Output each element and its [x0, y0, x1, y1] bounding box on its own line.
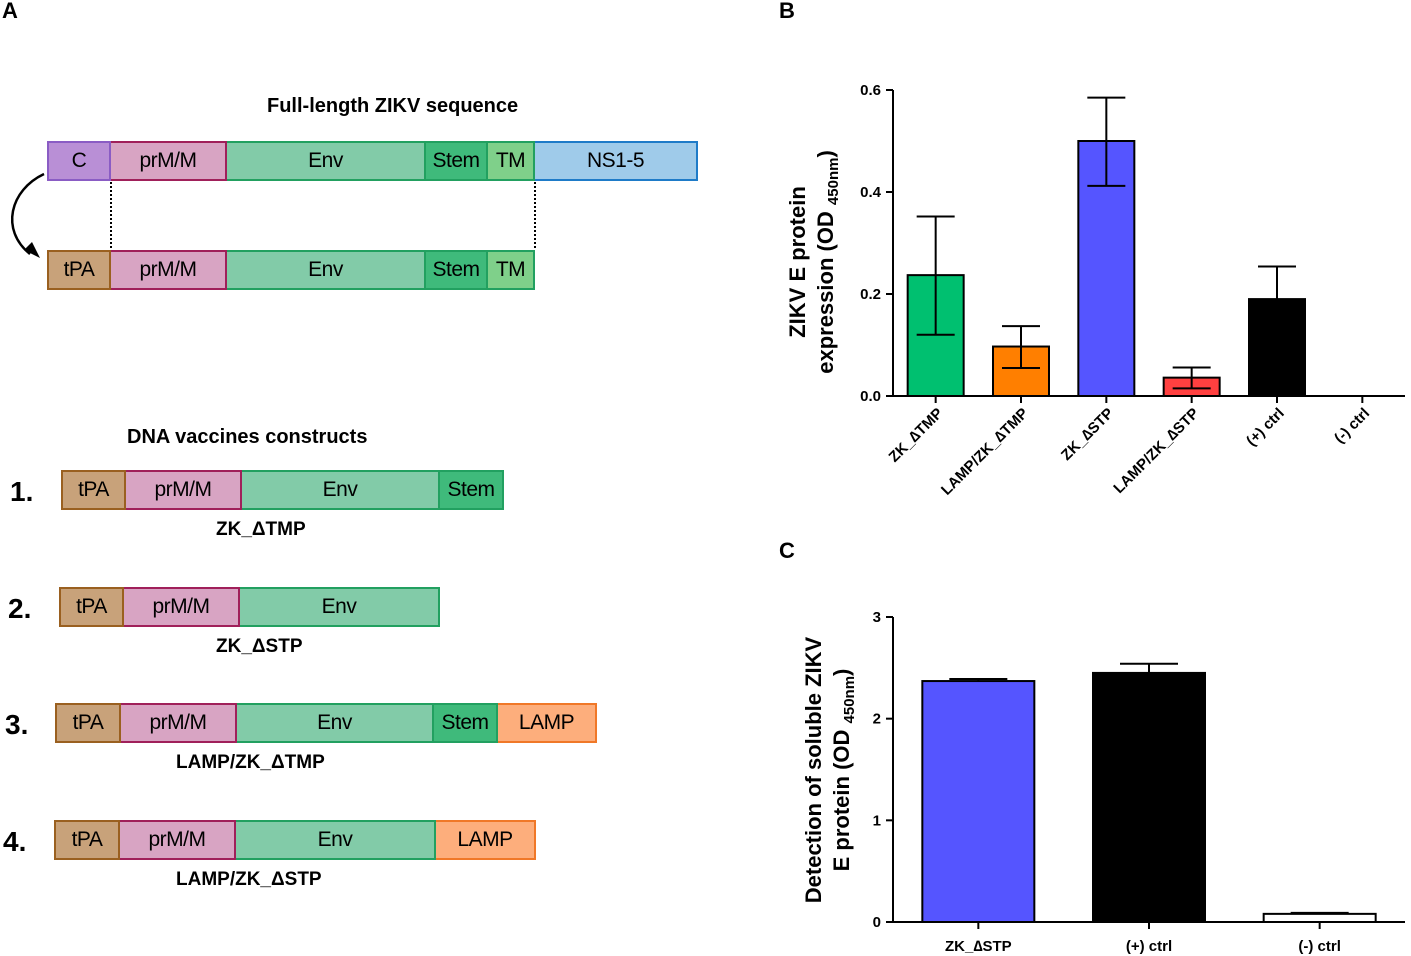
dotted-guide-right	[534, 182, 536, 248]
segment-prm-m: prM/M	[124, 587, 240, 627]
segment-env: Env	[227, 141, 426, 181]
construct-number: 4.	[3, 826, 27, 857]
segment-tm: TM	[488, 250, 535, 290]
y-axis-label-line1: Detection of soluble ZIKV	[801, 636, 826, 903]
construct-number: 2.	[8, 593, 32, 624]
segment-stem: Stem	[440, 470, 504, 510]
panel-letter-b: B	[779, 0, 795, 23]
segment-stem: Stem	[426, 250, 488, 290]
segment-stem: Stem	[426, 141, 488, 181]
segment-env: Env	[227, 250, 426, 290]
y-axis-label: ZIKV E protein expression (OD 450nm)	[785, 150, 842, 374]
y-axis-label-subscript: 450nm	[841, 676, 858, 724]
segment-env: Env	[242, 470, 440, 510]
full-length-title: Full-length ZIKV sequence	[267, 95, 519, 117]
segment-c: C	[47, 141, 111, 181]
y-axis-label-prefix: expression (OD	[813, 205, 838, 374]
y-axis-label-subscript: 450nm	[825, 158, 842, 206]
panel-letter-c: C	[779, 538, 795, 563]
segment-prm-m: prM/M	[111, 250, 227, 290]
x-tick-label: ZK_∆STP	[945, 938, 1012, 955]
segment-tm: TM	[488, 141, 535, 181]
y-axis-label-line1: ZIKV E protein	[785, 186, 810, 338]
y-axis-label-line2: E protein (OD 450nm)	[829, 669, 858, 872]
construct-name: ZK_ΔSTP	[216, 636, 303, 657]
y-axis-label-suffix: )	[829, 669, 854, 676]
segment-lamp: LAMP	[436, 820, 536, 860]
bar	[921, 680, 1036, 923]
construct-number: 1.	[10, 476, 34, 507]
segment-tpa: tPA	[55, 703, 121, 743]
y-tick-label: 0	[873, 914, 881, 931]
tpa-full-length-map: tPA prM/M Env Stem TM	[47, 250, 535, 290]
y-axis-label-prefix: E protein (OD	[829, 723, 854, 871]
segment-prm-m: prM/M	[121, 703, 237, 743]
x-tick-label: (-) ctrl	[1298, 938, 1341, 955]
construct-number: 3.	[5, 709, 29, 740]
y-tick-label: 3	[873, 609, 881, 626]
y-axis-label-line2: expression (OD 450nm)	[813, 150, 842, 374]
segment-tpa: tPA	[54, 820, 120, 860]
segment-tpa: tPA	[47, 250, 111, 290]
y-axis-label-suffix: )	[813, 150, 838, 157]
panel-letter-a: A	[2, 0, 18, 23]
y-tick-label: 2	[873, 711, 881, 728]
x-tick-label: (+) ctrl	[1126, 938, 1172, 955]
segment-env: Env	[240, 587, 440, 627]
segment-ns1-5: NS1-5	[535, 141, 698, 181]
y-tick-label: 0.0	[860, 388, 881, 405]
segment-tpa: tPA	[59, 587, 124, 627]
segment-stem: Stem	[434, 703, 498, 743]
construct-map: tPA prM/M Env LAMP	[54, 820, 536, 860]
y-tick-label: 0.4	[860, 184, 882, 201]
bar	[1262, 912, 1377, 923]
segment-env: Env	[236, 820, 436, 860]
constructs-title: DNA vaccines constructs	[127, 426, 368, 448]
segment-prm-m: prM/M	[120, 820, 236, 860]
construct-map: tPA prM/M Env Stem	[61, 470, 504, 510]
y-axis-label: Detection of soluble ZIKV E protein (OD 4…	[801, 636, 858, 903]
y-tick-label: 1	[873, 812, 881, 829]
construct-map: tPA prM/M Env Stem LAMP	[55, 703, 597, 743]
segment-prm-m: prM/M	[111, 141, 227, 181]
construct-name: LAMP/ZK_ΔSTP	[176, 869, 322, 890]
dotted-guide-left	[110, 182, 112, 248]
segment-env: Env	[237, 703, 434, 743]
bar	[1092, 671, 1206, 924]
construct-map: tPA prM/M Env	[59, 587, 440, 627]
segment-prm-m: prM/M	[126, 470, 242, 510]
construct-name: ZK_ΔTMP	[216, 519, 306, 540]
segment-lamp: LAMP	[498, 703, 597, 743]
segment-tpa: tPA	[61, 470, 126, 510]
y-tick-label: 0.2	[860, 286, 881, 303]
y-tick-label: 0.6	[860, 82, 881, 99]
construct-name: LAMP/ZK_ΔTMP	[176, 752, 325, 773]
